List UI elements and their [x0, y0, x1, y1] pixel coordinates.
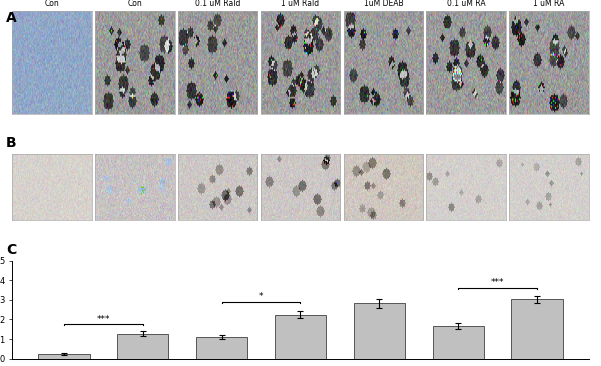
- Text: C: C: [6, 243, 16, 257]
- Text: B: B: [6, 136, 17, 150]
- Title: 0.1 uM RA: 0.1 uM RA: [447, 0, 486, 8]
- Bar: [38, 354, 90, 359]
- Bar: [433, 326, 484, 359]
- Text: *: *: [259, 292, 263, 301]
- Bar: [275, 314, 326, 359]
- Title: 1 uM Rald +
1uM DEAB: 1 uM Rald + 1uM DEAB: [360, 0, 407, 8]
- Text: ***: ***: [97, 314, 110, 324]
- Title: Con: Con: [44, 0, 59, 8]
- Title: 0.1 uM Rald: 0.1 uM Rald: [195, 0, 240, 8]
- Bar: [196, 337, 247, 359]
- Bar: [354, 303, 405, 359]
- Text: ***: ***: [491, 278, 504, 287]
- Title: Con: Con: [127, 0, 142, 8]
- Bar: [117, 333, 168, 359]
- Bar: [511, 299, 563, 359]
- Title: 1 uM Rald: 1 uM Rald: [281, 0, 320, 8]
- Text: A: A: [6, 11, 17, 25]
- Title: 1 uM RA: 1 uM RA: [534, 0, 565, 8]
